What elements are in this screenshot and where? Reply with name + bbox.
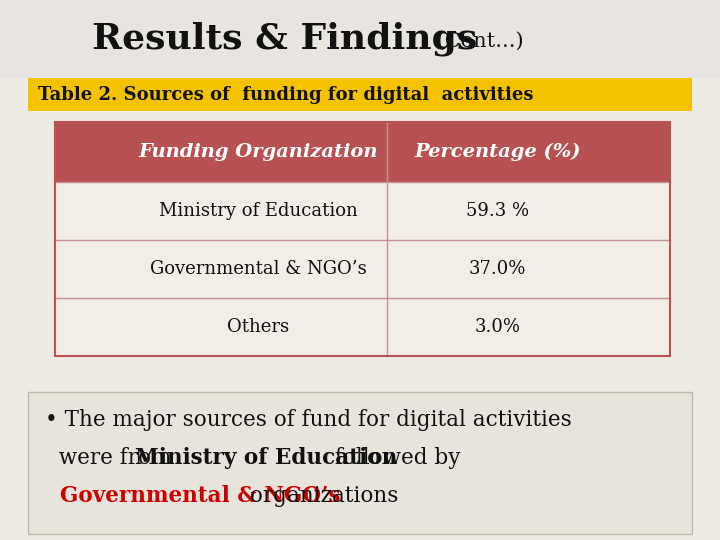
FancyBboxPatch shape <box>28 392 692 534</box>
Text: Governmental & NGO’s: Governmental & NGO’s <box>45 485 341 507</box>
Text: Ministry of Education: Ministry of Education <box>135 447 397 469</box>
Text: Others: Others <box>227 318 289 336</box>
Text: 3.0%: 3.0% <box>474 318 521 336</box>
Text: 37.0%: 37.0% <box>469 260 526 278</box>
Text: Table 2. Sources of  funding for digital  activities: Table 2. Sources of funding for digital … <box>38 85 534 104</box>
Text: • The major sources of fund for digital activities: • The major sources of fund for digital … <box>45 409 572 431</box>
FancyBboxPatch shape <box>55 240 670 298</box>
Text: were from: were from <box>45 447 179 469</box>
Text: organizations: organizations <box>243 485 398 507</box>
Text: (Cont...): (Cont...) <box>430 31 523 51</box>
FancyBboxPatch shape <box>0 0 720 78</box>
Text: Governmental & NGO’s: Governmental & NGO’s <box>150 260 366 278</box>
Text: 59.3 %: 59.3 % <box>467 202 529 220</box>
Text: followed by: followed by <box>328 447 461 469</box>
FancyBboxPatch shape <box>55 122 670 182</box>
Text: Ministry of Education: Ministry of Education <box>158 202 357 220</box>
FancyBboxPatch shape <box>28 78 692 111</box>
Text: Percentage (%): Percentage (%) <box>415 143 581 161</box>
Text: Results & Findings: Results & Findings <box>92 22 477 56</box>
FancyBboxPatch shape <box>55 298 670 356</box>
FancyBboxPatch shape <box>55 182 670 240</box>
Text: Funding Organization: Funding Organization <box>138 143 378 161</box>
